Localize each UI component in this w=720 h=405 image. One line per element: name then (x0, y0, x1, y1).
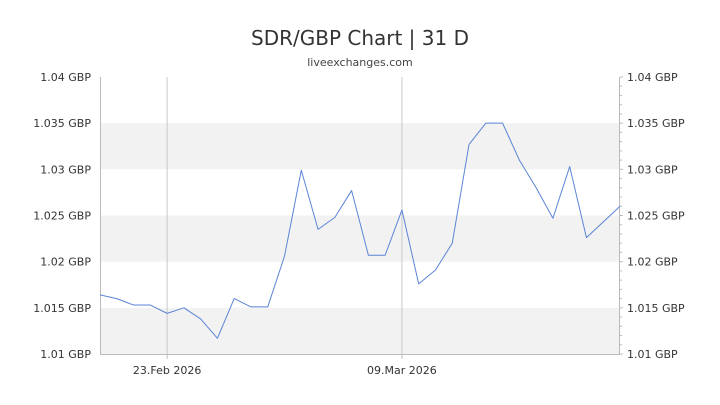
y-tick-label-left: 1.025 GBP (33, 210, 91, 223)
y-tick-label-right: 1.01 GBP (627, 348, 678, 361)
axes (100, 77, 620, 355)
x-tick-label: 23.Feb 2026 (133, 364, 201, 377)
y-tick-label-left: 1.02 GBP (40, 256, 91, 269)
y-axis-left: 1.01 GBP 1.015 GBP 1.02 GBP 1.025 GBP 1.03 G… (33, 71, 91, 361)
chart-title: SDR/GBP Chart | 31 D (251, 26, 469, 50)
x-tick-label: 09.Mar 2026 (367, 364, 437, 377)
x-gridlines (166, 77, 403, 354)
series-layer (99, 122, 621, 339)
x-axis: 23.Feb 2026 09.Mar 2026 (133, 354, 437, 377)
y-tick-label-right: 1.035 GBP (627, 117, 685, 130)
y-tick-label-right: 1.04 GBP (627, 71, 678, 84)
y-tick-label-left: 1.015 GBP (33, 302, 91, 315)
grid-band (100, 123, 620, 170)
y-tick-label-right: 1.025 GBP (627, 210, 685, 223)
y-axis-right: 1.01 GBP 1.015 GBP 1.02 GBP 1.025 GBP 1.03 G… (620, 71, 685, 361)
y-tick-label-right: 1.02 GBP (627, 256, 678, 269)
plot-bands (100, 123, 620, 354)
chart-subtitle: liveexchanges.com (307, 56, 413, 69)
series-line (99, 122, 621, 339)
y-tick-label-left: 1.03 GBP (40, 163, 91, 176)
grid-band (100, 307, 620, 354)
y-tick-label-left: 1.01 GBP (40, 348, 91, 361)
y-tick-label-right: 1.015 GBP (627, 302, 685, 315)
y-tick-label-right: 1.03 GBP (627, 163, 678, 176)
y-tick-label-left: 1.035 GBP (33, 117, 91, 130)
y-tick-label-left: 1.04 GBP (40, 71, 91, 84)
